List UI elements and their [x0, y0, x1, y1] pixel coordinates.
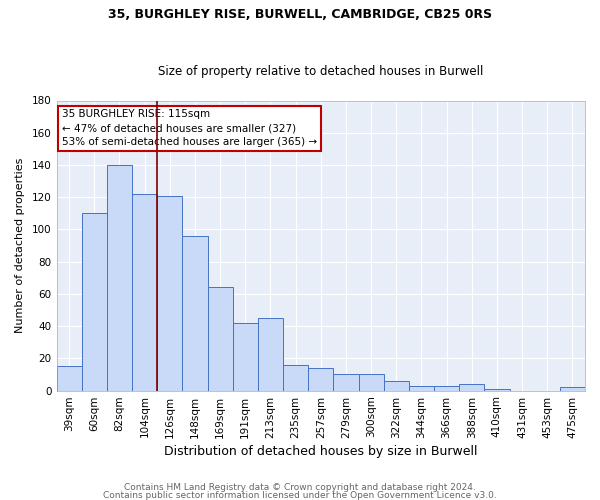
Bar [182, 236, 208, 390]
Bar [157, 196, 182, 390]
Bar [484, 389, 509, 390]
X-axis label: Distribution of detached houses by size in Burwell: Distribution of detached houses by size … [164, 444, 478, 458]
Title: Size of property relative to detached houses in Burwell: Size of property relative to detached ho… [158, 66, 484, 78]
Bar [459, 384, 484, 390]
Bar [359, 374, 383, 390]
Bar [82, 214, 107, 390]
Bar [258, 318, 283, 390]
Y-axis label: Number of detached properties: Number of detached properties [15, 158, 25, 333]
Bar [308, 368, 334, 390]
Bar [334, 374, 359, 390]
Text: 35, BURGHLEY RISE, BURWELL, CAMBRIDGE, CB25 0RS: 35, BURGHLEY RISE, BURWELL, CAMBRIDGE, C… [108, 8, 492, 20]
Text: 35 BURGHLEY RISE: 115sqm
← 47% of detached houses are smaller (327)
53% of semi-: 35 BURGHLEY RISE: 115sqm ← 47% of detach… [62, 109, 317, 147]
Text: Contains HM Land Registry data © Crown copyright and database right 2024.: Contains HM Land Registry data © Crown c… [124, 484, 476, 492]
Bar [283, 365, 308, 390]
Text: Contains public sector information licensed under the Open Government Licence v3: Contains public sector information licen… [103, 490, 497, 500]
Bar [208, 288, 233, 391]
Bar [56, 366, 82, 390]
Bar [560, 388, 585, 390]
Bar [233, 323, 258, 390]
Bar [107, 165, 132, 390]
Bar [409, 386, 434, 390]
Bar [434, 386, 459, 390]
Bar [383, 381, 409, 390]
Bar [132, 194, 157, 390]
